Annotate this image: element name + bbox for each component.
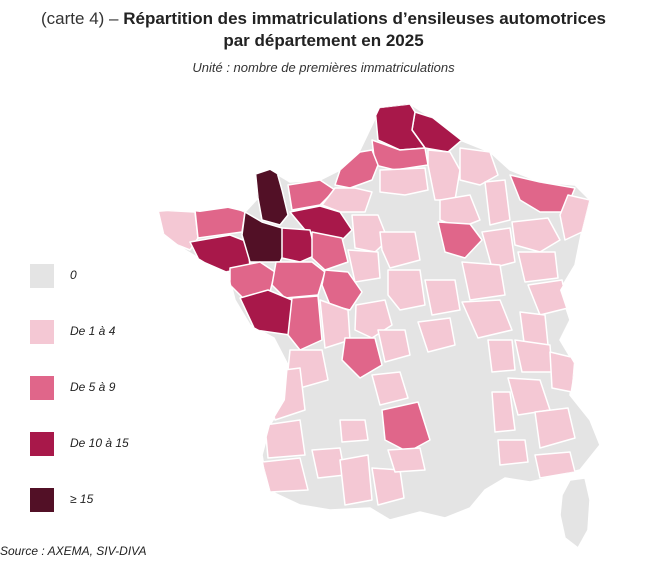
department-ardennes — [459, 147, 499, 186]
title-line-1: Répartition des immatriculations d’ensil… — [123, 9, 606, 28]
legend-swatch — [30, 264, 54, 288]
department-vosges — [511, 217, 561, 253]
department-indre-et-loire — [321, 269, 363, 311]
map-subtitle: Unité : nombre de premières immatriculat… — [192, 60, 455, 75]
department-hautes-alpes — [534, 407, 576, 449]
department-aveyron — [381, 401, 431, 453]
department-maine-et-loire — [271, 261, 326, 299]
department-pas-de-calais — [374, 104, 426, 151]
department-ain — [514, 339, 553, 373]
department-vaucluse — [497, 439, 529, 466]
department-allier — [417, 317, 456, 353]
source-note: Source : AXEMA, SIV-DIVA — [0, 544, 147, 558]
legend-swatch — [30, 488, 54, 512]
legend-swatch — [30, 432, 54, 456]
department-nievre — [424, 279, 461, 316]
department-aude — [387, 447, 426, 473]
department-vendee — [239, 289, 293, 336]
department-saone-et-loire — [461, 299, 513, 339]
department-landes — [264, 419, 306, 459]
department-haute-garonne — [339, 454, 373, 506]
department-rhone — [487, 339, 516, 373]
department-cote-d-or — [461, 261, 506, 301]
department-haute-vienne — [341, 337, 383, 379]
department-meuse — [484, 179, 511, 226]
department-layer — [157, 103, 601, 550]
department-cher — [387, 269, 426, 311]
department-drome — [491, 391, 516, 433]
legend-label: De 1 à 4 — [70, 324, 116, 338]
map-number: (carte 4) – — [41, 9, 119, 28]
department-haute-saone — [517, 251, 559, 283]
department-haute-marne — [481, 227, 516, 269]
department-correze — [371, 371, 409, 406]
department-mayenne — [281, 227, 317, 263]
legend-swatch — [30, 320, 54, 344]
department-oise — [379, 167, 429, 196]
department-deux-sevres — [287, 295, 323, 351]
department-eure — [321, 187, 373, 213]
department-tarn-et-garonne — [339, 419, 369, 443]
title-line-2: par département en 2025 — [223, 31, 424, 50]
legend-label: ≥ 15 — [70, 492, 94, 506]
map-title: (carte 4) – Répartition des immatriculat… — [0, 8, 647, 52]
legend-label: 0 — [70, 268, 77, 282]
department-aube — [437, 221, 483, 259]
department-seine-maritime — [334, 149, 379, 189]
department-ariege — [371, 467, 405, 506]
department-cotes-d-armor — [194, 205, 246, 239]
department-loir-et-cher — [347, 249, 381, 283]
legend-label: De 10 à 15 — [70, 436, 129, 450]
department-var — [534, 451, 576, 479]
department-creuse — [377, 329, 411, 363]
department-pyrenees-atlantiques — [261, 457, 309, 493]
department-sarthe — [311, 231, 349, 271]
corsica — [559, 477, 591, 550]
legend-swatch — [30, 376, 54, 400]
legend-label: De 5 à 9 — [70, 380, 116, 394]
department-loiret — [379, 231, 421, 269]
